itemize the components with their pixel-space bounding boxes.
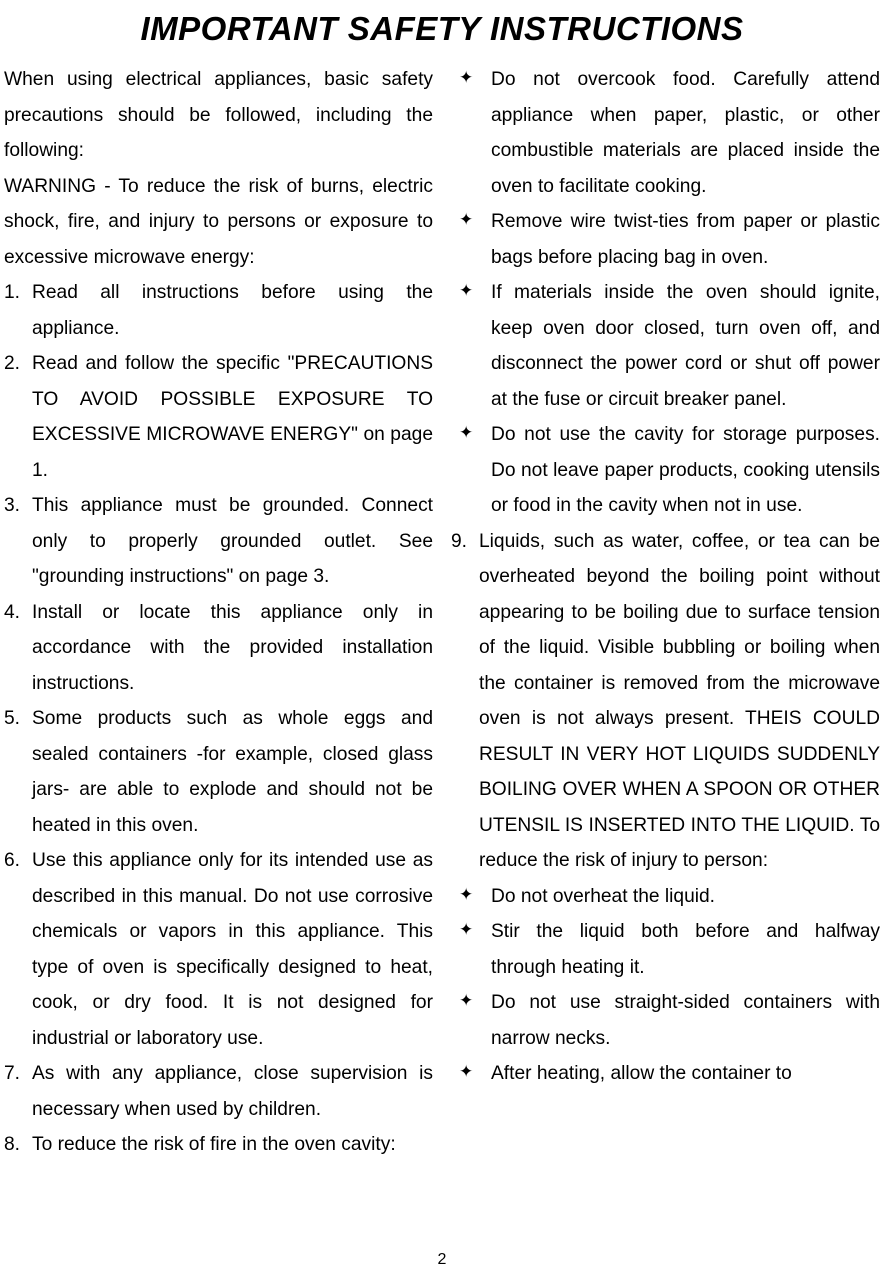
list-item: Read all instructions before using the a… — [4, 275, 433, 346]
left-column: When using electrical appliances, basic … — [4, 62, 433, 1163]
page-number: 2 — [0, 1251, 884, 1269]
list-item: To reduce the risk of fire in the oven c… — [4, 1127, 433, 1163]
list-item: This appliance must be grounded. Connect… — [4, 488, 433, 595]
list-item: Do not use straight-sided containers wit… — [451, 985, 880, 1056]
page-title: IMPORTANT SAFETY INSTRUCTIONS — [2, 10, 882, 48]
list-item: Some products such as whole eggs and sea… — [4, 701, 433, 843]
numbered-list-left: Read all instructions before using the a… — [4, 275, 433, 1163]
intro-paragraph: When using electrical appliances, basic … — [4, 62, 433, 169]
content-columns: When using electrical appliances, basic … — [2, 62, 882, 1163]
bullet-list-fire: Do not overcook food. Carefully attend a… — [451, 62, 880, 524]
warning-paragraph: WARNING - To reduce the risk of burns, e… — [4, 169, 433, 276]
bullet-list-liquid: Do not overheat the liquid. Stir the liq… — [451, 879, 880, 1092]
list-item: Do not use the cavity for storage purpos… — [451, 417, 880, 524]
list-item: Read and follow the specific "PRECAUTION… — [4, 346, 433, 488]
list-item: Do not overcook food. Carefully attend a… — [451, 62, 880, 204]
list-item: If materials inside the oven should igni… — [451, 275, 880, 417]
list-item: After heating, allow the container to — [451, 1056, 880, 1092]
list-item: Install or locate this appliance only in… — [4, 595, 433, 702]
list-item: As with any appliance, close supervision… — [4, 1056, 433, 1127]
list-item: Remove wire twist-ties from paper or pla… — [451, 204, 880, 275]
list-item: Use this appliance only for its intended… — [4, 843, 433, 1056]
list-item: Stir the liquid both before and halfway … — [451, 914, 880, 985]
right-column: Do not overcook food. Carefully attend a… — [451, 62, 880, 1163]
numbered-list-right: Liquids, such as water, coffee, or tea c… — [451, 524, 880, 879]
list-item: Liquids, such as water, coffee, or tea c… — [451, 524, 880, 879]
list-item: Do not overheat the liquid. — [451, 879, 880, 915]
page: IMPORTANT SAFETY INSTRUCTIONS When using… — [0, 0, 884, 1273]
